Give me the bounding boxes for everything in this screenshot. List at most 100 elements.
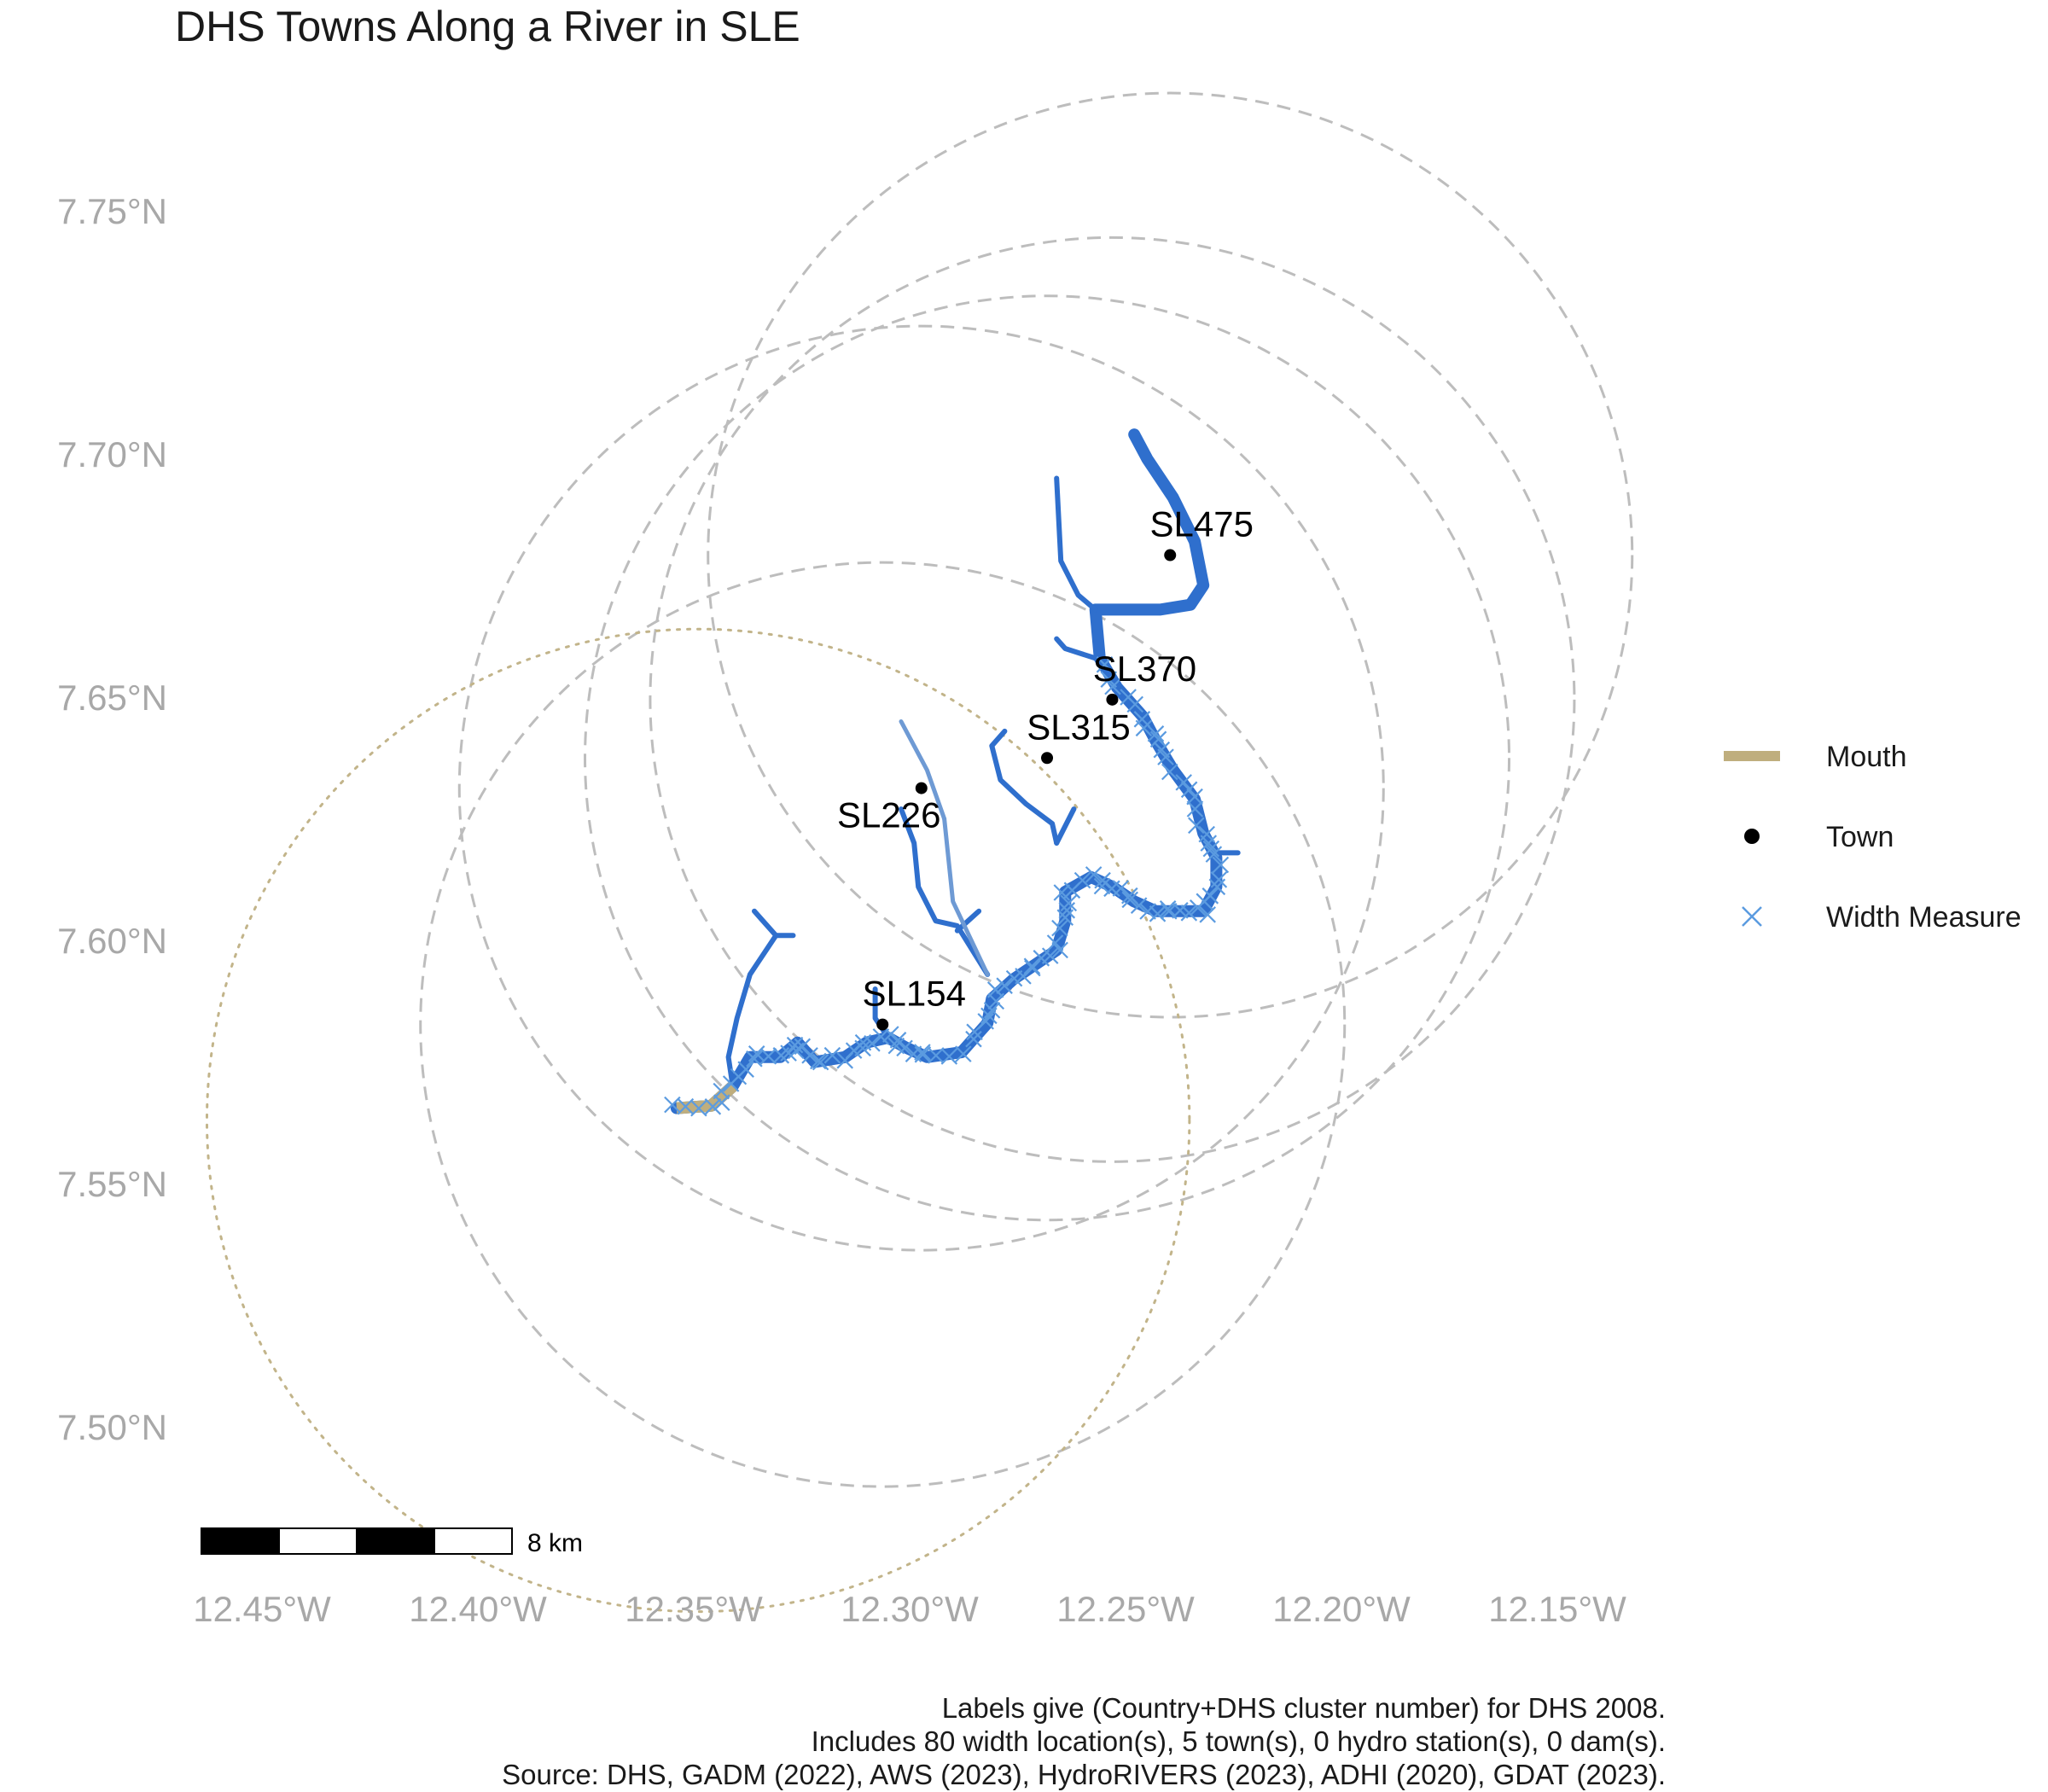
width-measure-marker bbox=[1121, 891, 1139, 909]
scale-bar: 8 km bbox=[201, 1527, 583, 1557]
town-label: SL154 bbox=[863, 974, 966, 1014]
width-measure-marker bbox=[983, 1002, 1001, 1019]
width-measure-marker bbox=[1202, 840, 1220, 858]
x-tick-label: 12.40°W bbox=[409, 1589, 547, 1629]
width-measure-marker bbox=[1198, 825, 1215, 843]
width-measure-marker bbox=[1188, 817, 1205, 835]
scale-bar-segment bbox=[433, 1527, 513, 1555]
town-buffer-layer bbox=[419, 91, 1634, 1488]
scale-bar-segment bbox=[201, 1527, 280, 1555]
width-measure-marker bbox=[794, 1038, 812, 1056]
tributary-line bbox=[1054, 806, 1077, 846]
width-measure-marker bbox=[1085, 866, 1103, 883]
caption-line-3: Source: DHS, GADM (2022), AWS (2023), Hy… bbox=[502, 1759, 1666, 1790]
width-measure-marker bbox=[1199, 906, 1216, 923]
legend-label-town: Town bbox=[1826, 821, 1894, 853]
legend-label-width: Width Measure bbox=[1826, 901, 2022, 934]
width-measure-marker bbox=[1175, 774, 1192, 791]
width-measure-marker bbox=[928, 1047, 945, 1064]
x-axis-ticks: 12.45°W 12.40°W 12.35°W 12.30°W 12.25°W 12.20… bbox=[193, 1589, 1626, 1629]
caption: Labels give (Country+DHS cluster number)… bbox=[502, 1691, 1666, 1791]
town-buffer-circle bbox=[457, 324, 1385, 1252]
width-measure-marker bbox=[1112, 880, 1130, 897]
width-measure-marker bbox=[1153, 741, 1171, 759]
legend-width-key bbox=[1742, 906, 1762, 927]
width-measure-marker bbox=[1180, 905, 1198, 922]
width-measure-layer bbox=[664, 656, 1230, 1117]
scale-bar-segment bbox=[356, 1527, 435, 1555]
tributary-line bbox=[942, 817, 990, 977]
width-measure-marker bbox=[940, 1048, 958, 1065]
width-measure-marker bbox=[1133, 711, 1151, 728]
width-measure-marker bbox=[690, 1099, 707, 1117]
width-measure-marker bbox=[1100, 671, 1118, 688]
legend-label-mouth: Mouth bbox=[1826, 741, 1907, 773]
y-tick-label: 7.65°N bbox=[57, 678, 167, 718]
town-buffer-circle bbox=[649, 236, 1576, 1163]
y-tick-label: 7.60°N bbox=[57, 921, 167, 961]
town-point bbox=[1041, 752, 1054, 765]
x-tick-label: 12.35°W bbox=[625, 1589, 763, 1629]
tributary-line bbox=[954, 908, 982, 934]
width-measure-marker bbox=[1139, 903, 1156, 920]
width-measure-marker bbox=[1053, 884, 1071, 901]
width-measure-marker bbox=[1180, 781, 1198, 799]
width-measure-marker bbox=[823, 1046, 841, 1064]
width-measure-marker bbox=[955, 1045, 972, 1062]
town-label: SL370 bbox=[1093, 649, 1196, 689]
town-label: SL226 bbox=[837, 795, 940, 835]
town-point bbox=[915, 782, 928, 794]
caption-line-2: Includes 80 width location(s), 5 town(s)… bbox=[811, 1725, 1666, 1757]
map-title: DHS Towns Along a River in SLE bbox=[175, 3, 800, 50]
width-measure-marker bbox=[864, 1035, 881, 1052]
scale-bar-label: 8 km bbox=[527, 1529, 583, 1557]
width-measure-marker bbox=[1046, 934, 1064, 951]
legend: Mouth Town Width Measure bbox=[1724, 741, 2022, 934]
tributary-line bbox=[872, 986, 891, 1040]
town-buffer-circle bbox=[707, 91, 1634, 1019]
width-measure-marker bbox=[704, 1098, 722, 1115]
width-measure-marker bbox=[965, 1030, 982, 1048]
x-tick-label: 12.20°W bbox=[1272, 1589, 1411, 1629]
y-tick-label: 7.75°N bbox=[57, 191, 167, 231]
town-point bbox=[876, 1018, 889, 1031]
width-measure-marker bbox=[1058, 902, 1076, 919]
width-measure-marker bbox=[759, 1048, 777, 1065]
width-measure-marker bbox=[1093, 877, 1111, 895]
town-buffer-circle bbox=[584, 294, 1511, 1222]
town-point bbox=[1106, 693, 1119, 706]
width-measure-marker bbox=[914, 1046, 932, 1063]
x-tick-label: 12.45°W bbox=[193, 1589, 331, 1629]
width-measure-marker bbox=[737, 1061, 754, 1078]
width-measure-marker bbox=[889, 1032, 907, 1049]
width-measure-marker bbox=[1060, 894, 1078, 912]
x-tick-label: 12.15°W bbox=[1488, 1589, 1626, 1629]
town-buffer-circle bbox=[419, 561, 1347, 1488]
width-measure-marker bbox=[1051, 919, 1068, 937]
width-measure-marker bbox=[977, 1013, 994, 1030]
x-tick-label: 12.30°W bbox=[841, 1589, 979, 1629]
town-point bbox=[1164, 549, 1177, 561]
width-measure-marker bbox=[1096, 656, 1114, 673]
width-measure-marker bbox=[1120, 689, 1137, 706]
width-measure-marker bbox=[1056, 909, 1074, 926]
width-measure-marker bbox=[914, 1044, 931, 1061]
town-layer: SL475 SL370 SL315 SL226 SL154 bbox=[837, 504, 1254, 1031]
tributary-line bbox=[1054, 475, 1098, 613]
width-measure-marker bbox=[1212, 856, 1230, 874]
town-label: SL315 bbox=[1027, 707, 1130, 747]
width-measure-marker bbox=[1130, 897, 1148, 914]
y-tick-label: 7.55°N bbox=[57, 1164, 167, 1204]
tributary-line bbox=[989, 728, 1060, 846]
width-measure-marker bbox=[986, 981, 1004, 998]
width-measure-marker bbox=[872, 1028, 890, 1045]
width-measure-marker bbox=[996, 977, 1013, 994]
width-measure-marker bbox=[812, 1053, 829, 1071]
width-measure-marker bbox=[1205, 846, 1223, 863]
width-measure-marker bbox=[1147, 725, 1165, 742]
y-axis-ticks: 7.75°N 7.70°N 7.65°N 7.60°N 7.55°N 7.50°N bbox=[57, 191, 167, 1447]
y-tick-label: 7.50°N bbox=[57, 1407, 167, 1447]
x-tick-label: 12.25°W bbox=[1056, 1589, 1195, 1629]
scale-bar-segment bbox=[278, 1527, 358, 1555]
